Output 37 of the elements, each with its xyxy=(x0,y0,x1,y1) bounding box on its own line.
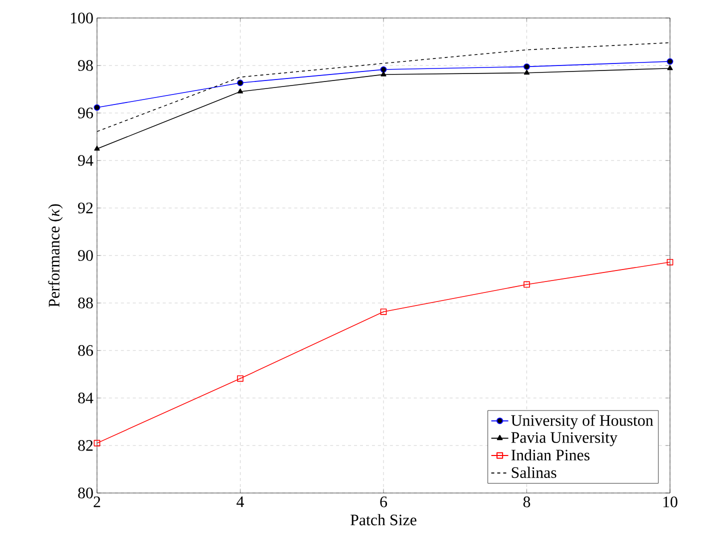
legend-label: Salinas xyxy=(512,466,556,478)
point xyxy=(524,70,530,75)
point xyxy=(524,281,530,288)
x-tick-label: 4 xyxy=(236,496,244,508)
x-tick-label: 2 xyxy=(94,496,100,508)
y-tick-label: 80 xyxy=(78,488,93,498)
y-tick-label: 100 xyxy=(70,12,93,24)
y-axis-title: Performance (κ) xyxy=(48,204,63,307)
point xyxy=(237,88,244,94)
legend-label: Pavia University xyxy=(511,432,618,446)
y-tick-label: 96 xyxy=(78,108,94,118)
point xyxy=(94,104,100,111)
y-tick-label: 92 xyxy=(78,202,93,214)
x-axis-title: Patch Size xyxy=(350,514,416,526)
point xyxy=(524,63,530,70)
point xyxy=(94,440,100,446)
x-tick-label: 10 xyxy=(663,496,678,508)
y-tick-label: 84 xyxy=(78,392,94,404)
y-tick-label: 98 xyxy=(78,60,93,71)
point xyxy=(237,375,244,382)
point xyxy=(380,66,387,73)
y-tick-label: 88 xyxy=(78,298,93,308)
point xyxy=(237,80,244,86)
point xyxy=(380,308,387,315)
point xyxy=(667,65,673,70)
point xyxy=(94,146,100,151)
y-tick-label: 86 xyxy=(78,345,94,356)
x-tick-label: 8 xyxy=(523,496,530,508)
y-tick-label: 90 xyxy=(78,250,93,261)
legend-label: University of Houston xyxy=(511,414,654,430)
point xyxy=(666,258,674,266)
legend-label: Indian Pines xyxy=(511,449,590,460)
point xyxy=(666,58,674,65)
x-tick-label: 6 xyxy=(380,496,388,508)
y-tick-label: 82 xyxy=(78,440,93,451)
y-tick-label: 94 xyxy=(78,155,94,166)
point xyxy=(380,71,386,76)
